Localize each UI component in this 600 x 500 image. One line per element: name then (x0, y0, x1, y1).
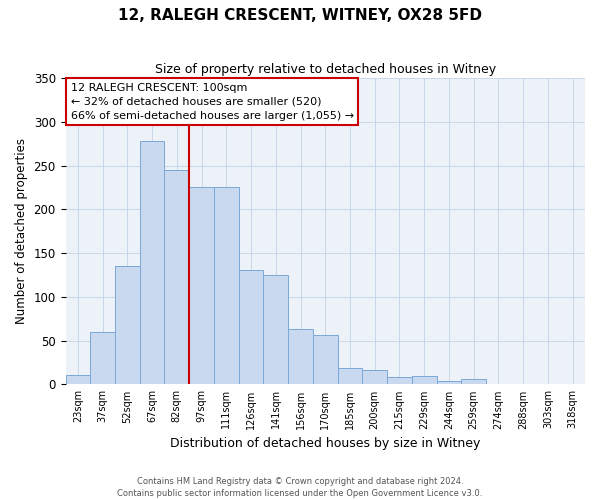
Bar (214, 188, 239, 384)
Bar (338, 368, 362, 384)
Bar (288, 330, 313, 384)
Text: 12, RALEGH CRESCENT, WITNEY, OX28 5FD: 12, RALEGH CRESCENT, WITNEY, OX28 5FD (118, 8, 482, 22)
Bar (387, 376, 412, 384)
Bar (140, 141, 164, 384)
Bar (189, 188, 214, 384)
Bar (412, 376, 437, 384)
Bar (362, 370, 387, 384)
Bar (313, 334, 338, 384)
Bar (65, 375, 90, 384)
Bar (263, 275, 288, 384)
Bar (239, 270, 263, 384)
Title: Size of property relative to detached houses in Witney: Size of property relative to detached ho… (155, 62, 496, 76)
Bar (115, 266, 140, 384)
Text: 12 RALEGH CRESCENT: 100sqm
← 32% of detached houses are smaller (520)
66% of sem: 12 RALEGH CRESCENT: 100sqm ← 32% of deta… (71, 82, 354, 120)
Y-axis label: Number of detached properties: Number of detached properties (15, 138, 28, 324)
X-axis label: Distribution of detached houses by size in Witney: Distribution of detached houses by size … (170, 437, 481, 450)
Bar (90, 332, 115, 384)
Bar (164, 170, 189, 384)
Bar (437, 381, 461, 384)
Text: Contains HM Land Registry data © Crown copyright and database right 2024.
Contai: Contains HM Land Registry data © Crown c… (118, 476, 482, 498)
Bar (461, 379, 486, 384)
